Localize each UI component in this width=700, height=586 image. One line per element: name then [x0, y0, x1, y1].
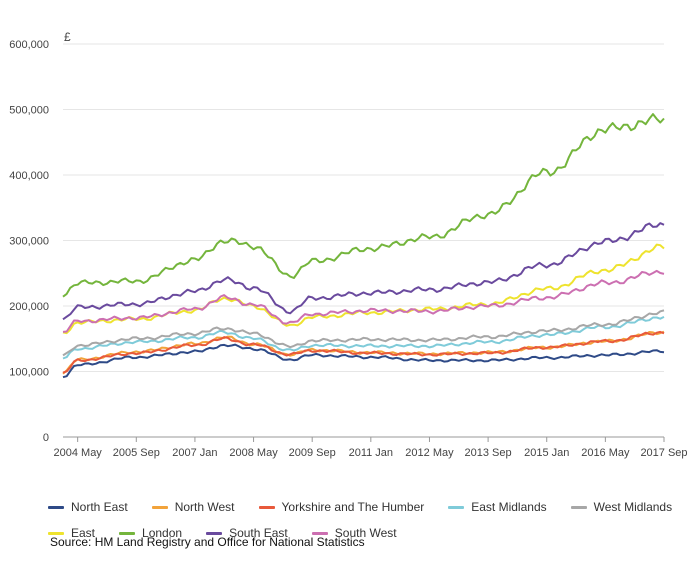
series-lines: [62, 113, 665, 379]
y-tick-label: 300,000: [9, 236, 49, 248]
series-line-east-midlands: [62, 316, 665, 360]
legend-swatch: [311, 531, 328, 535]
legend-label: East Midlands: [471, 500, 547, 514]
series-line-east: [62, 243, 665, 335]
legend: North East North West Yorkshire and The …: [48, 498, 688, 550]
y-tick-label: 100,000: [9, 367, 49, 379]
legend-row-2: East London South East South West: [48, 524, 688, 542]
legend-label: South West: [334, 526, 397, 540]
legend-swatch: [151, 505, 168, 509]
y-axis: 0 100,000 200,000 300,000 400,000 500,000 600,…: [9, 39, 49, 444]
x-tick-label: 2013 Sep: [465, 447, 512, 459]
legend-label: London: [142, 526, 183, 540]
legend-label: North West: [174, 500, 235, 514]
source-note: Source: HM Land Registry and Office for …: [50, 535, 365, 549]
line-chart: 0 100,000 200,000 300,000 400,000 500,000 600,…: [9, 30, 688, 459]
legend-swatch: [570, 505, 587, 509]
legend-item-south-west[interactable]: South West: [311, 526, 397, 540]
legend-label: West Midlands: [593, 500, 673, 514]
y-tick-label: 200,000: [9, 301, 49, 313]
y-tick-label: 400,000: [9, 170, 49, 182]
x-tick-label: 2009 Sep: [289, 447, 336, 459]
legend-swatch: [206, 531, 223, 535]
x-tick-label: 2015 Jan: [524, 447, 569, 459]
legend-item-south-east[interactable]: South East: [206, 526, 288, 540]
legend-swatch: [448, 505, 465, 509]
legend-swatch: [48, 531, 64, 535]
x-tick-label: 2004 May: [54, 447, 103, 459]
y-tick-label: 600,000: [9, 39, 49, 51]
x-tick-label: 2007 Jan: [172, 447, 217, 459]
legend-item-east-midlands[interactable]: East Midlands: [448, 500, 547, 514]
y-tick-label: 500,000: [9, 105, 49, 117]
x-tick-label: 2017 Sep: [640, 447, 687, 459]
legend-item-london[interactable]: London: [119, 526, 182, 540]
x-tick-label: 2008 May: [229, 447, 278, 459]
legend-item-north-east[interactable]: North East: [48, 500, 128, 514]
legend-label: East: [71, 526, 96, 540]
series-line-yorkshire-and-the-humber: [62, 330, 665, 374]
series-line-south-west: [62, 269, 665, 333]
legend-swatch: [48, 505, 64, 509]
legend-label: Yorkshire and The Humber: [281, 500, 425, 514]
y-axis-unit-label: £: [64, 30, 71, 44]
legend-swatch: [258, 505, 275, 509]
legend-label: South East: [229, 526, 288, 540]
series-line-south-east: [62, 222, 665, 321]
legend-item-east[interactable]: East: [48, 526, 95, 540]
series-line-west-midlands: [62, 309, 665, 357]
series-line-north-east: [62, 343, 665, 379]
legend-row-1: North East North West Yorkshire and The …: [48, 498, 688, 516]
x-tick-label: 2005 Sep: [113, 447, 160, 459]
x-axis: 2004 May 2005 Sep 2007 Jan 2008 May 2009 Sep…: [54, 436, 688, 459]
gridlines: [63, 43, 664, 372]
x-tick-label: 2016 May: [581, 447, 630, 459]
legend-swatch: [119, 531, 136, 535]
y-tick-label: 0: [43, 432, 49, 444]
legend-item-yorkshire[interactable]: Yorkshire and The Humber: [258, 500, 425, 514]
legend-item-north-west[interactable]: North West: [151, 500, 235, 514]
x-tick-label: 2012 May: [405, 447, 454, 459]
x-tick-label: 2011 Jan: [349, 447, 393, 459]
legend-label: North East: [71, 500, 128, 514]
series-line-london: [62, 113, 665, 298]
legend-item-west-midlands[interactable]: West Midlands: [570, 500, 673, 514]
